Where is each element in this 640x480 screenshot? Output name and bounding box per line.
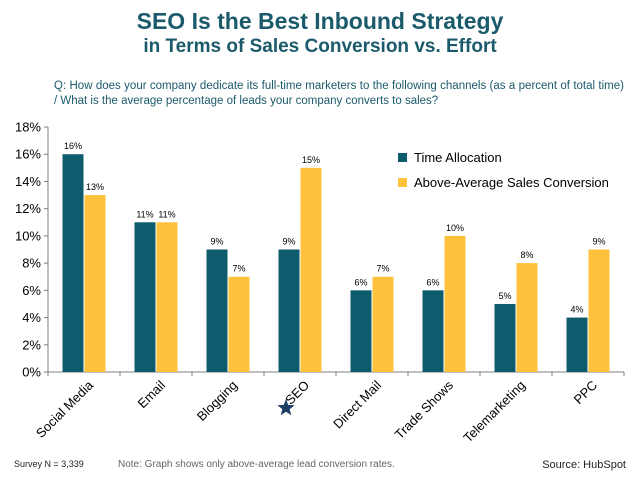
data-label: 16% [64,141,82,151]
legend-label: Time Allocation [414,150,502,165]
legend-label: Above-Average Sales Conversion [414,175,609,190]
y-tick-label: 12% [15,201,41,216]
y-tick-label: 10% [15,228,41,243]
bar-sales-conversion [156,222,178,372]
legend-swatch [398,153,407,162]
bar-time-allocation [422,290,444,372]
data-label: 8% [520,250,533,260]
bar-sales-conversion [228,276,250,372]
title-line-1: SEO Is the Best Inbound Strategy [136,8,504,34]
x-tick-label: Email [135,377,169,411]
y-tick-label: 2% [22,337,41,352]
bar-time-allocation [206,249,228,372]
data-label: 9% [210,237,223,247]
star-icon [277,399,295,416]
data-label: 6% [354,277,367,287]
bar-time-allocation [494,303,516,372]
y-tick-label: 16% [15,147,41,162]
data-label: 7% [232,264,245,274]
bar-time-allocation [350,290,372,372]
x-tick-label: PPC [571,378,601,408]
bar-sales-conversion [84,195,106,372]
bar-time-allocation [278,249,300,372]
bar-sales-conversion [444,235,466,372]
bar-sales-conversion [516,263,538,372]
bar-time-allocation [134,222,156,372]
data-label: 15% [302,155,320,165]
y-tick-label: 4% [22,310,41,325]
chart-source: Source: HubSpot [542,459,626,471]
x-tick-label: Blogging [194,378,240,424]
x-tick-label: Social Media [33,377,97,441]
y-tick-label: 18% [15,120,41,135]
y-tick-label: 0% [22,365,41,380]
survey-question: Q: How does your company dedicate its fu… [54,80,624,107]
legend-swatch [398,178,407,187]
chart-note: Note: Graph shows only above-average lea… [118,459,395,470]
bar-time-allocation [62,154,84,372]
data-label: 5% [498,291,511,301]
data-label: 13% [86,182,104,192]
title-line-2: in Terms of Sales Conversion vs. Effort [143,36,497,57]
bar-sales-conversion [300,167,322,372]
y-tick-label: 8% [22,256,41,271]
data-label: 11% [158,209,175,219]
data-label: 9% [592,237,605,247]
chart-title: SEO Is the Best Inbound Strategy in Term… [0,8,640,59]
bar-sales-conversion [588,249,610,372]
data-label: 11% [136,209,153,219]
x-tick-label: Telemarketing [460,378,528,446]
y-tick-label: 6% [22,283,41,298]
bar-time-allocation [566,317,588,372]
data-label: 4% [570,305,583,315]
survey-size: Survey N = 3,339 [14,459,84,469]
x-tick-label: Direct Mail [330,377,384,431]
data-label: 6% [426,277,439,287]
data-label: 7% [376,264,389,274]
data-label: 10% [446,223,464,233]
data-label: 9% [282,237,295,247]
x-tick-label: Trade Shows [392,377,457,442]
bar-sales-conversion [372,276,394,372]
y-tick-label: 14% [15,174,41,189]
